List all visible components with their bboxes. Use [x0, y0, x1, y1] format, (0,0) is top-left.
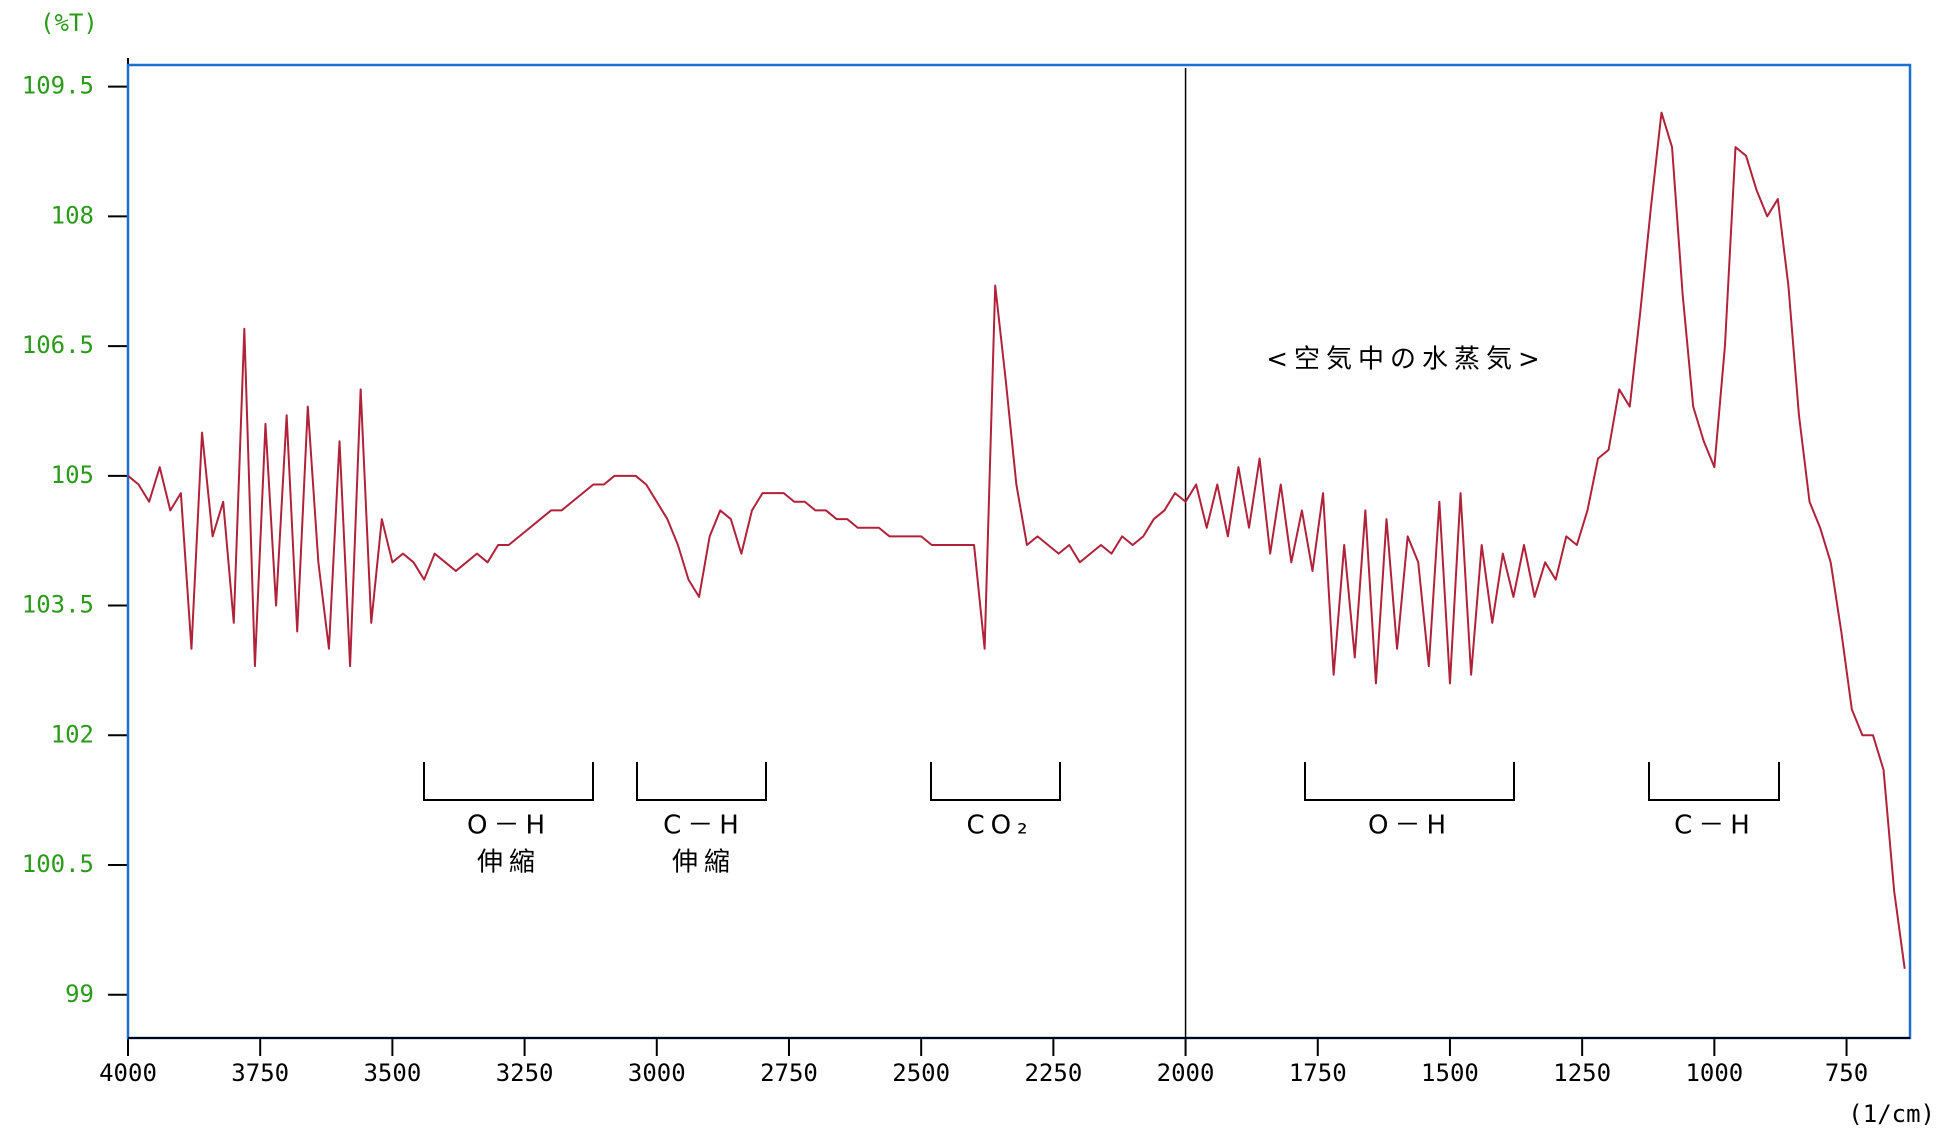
annotation-label: C－H	[1674, 811, 1756, 841]
x-tick-label: 1250	[1553, 1059, 1611, 1087]
bracket	[423, 762, 594, 801]
annotation-label: C－H	[663, 811, 745, 841]
y-tick-label: 102	[51, 720, 94, 748]
x-tick-label: 3750	[231, 1059, 289, 1087]
x-tick-label: 2250	[1024, 1059, 1082, 1087]
y-axis-label: (%T)	[40, 9, 98, 37]
region-label: <空気中の水蒸気>	[1266, 345, 1546, 375]
y-tick-label: 109.5	[22, 72, 94, 100]
y-tick-label: 106.5	[22, 331, 94, 359]
y-tick-label: 103.5	[22, 591, 94, 619]
x-axis-label: (1/cm)	[1848, 1100, 1935, 1128]
annotation-label: O－H	[1368, 811, 1452, 841]
y-tick-label: 100.5	[22, 850, 94, 878]
spectrum-line	[127, 111, 1906, 969]
x-tick-label: 1750	[1289, 1059, 1347, 1087]
y-tick-label: 108	[51, 201, 94, 229]
x-tick-label: 3000	[628, 1059, 686, 1087]
bracket	[636, 762, 767, 801]
x-tick-label: 3500	[363, 1059, 421, 1087]
plot-frame	[126, 63, 1912, 1040]
y-tick-label: 105	[51, 461, 94, 489]
bracket	[930, 762, 1061, 801]
annotation-label: 伸縮	[477, 848, 541, 878]
x-tick-label: 4000	[99, 1059, 157, 1087]
x-tick-label: 1000	[1685, 1059, 1743, 1087]
x-tick-label: 1500	[1421, 1059, 1479, 1087]
x-tick-label: 750	[1825, 1059, 1868, 1087]
annotation-label: CO₂	[966, 811, 1033, 841]
x-tick-label: 3250	[496, 1059, 554, 1087]
annotation-label: O－H	[467, 811, 551, 841]
y-tick-label: 99	[65, 980, 94, 1008]
x-tick-label: 2500	[892, 1059, 950, 1087]
bracket	[1304, 762, 1515, 801]
annotation-label: 伸縮	[672, 848, 736, 878]
bracket	[1648, 762, 1780, 801]
x-tick-label: 2750	[760, 1059, 818, 1087]
x-tick-label: 2000	[1157, 1059, 1215, 1087]
